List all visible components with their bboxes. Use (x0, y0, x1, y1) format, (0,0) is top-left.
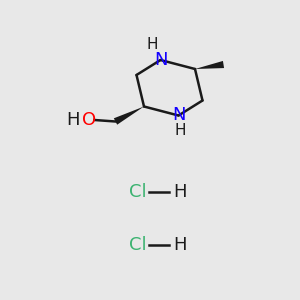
Text: Cl: Cl (129, 236, 147, 253)
Text: O: O (82, 111, 97, 129)
Text: H: H (146, 38, 158, 52)
Text: H: H (67, 111, 80, 129)
Text: H: H (173, 236, 187, 253)
Text: Cl: Cl (129, 183, 147, 201)
Polygon shape (195, 61, 224, 69)
Text: H: H (174, 123, 186, 138)
Polygon shape (114, 106, 144, 125)
Text: H: H (173, 183, 187, 201)
Text: N: N (172, 106, 185, 124)
Text: N: N (154, 51, 167, 69)
